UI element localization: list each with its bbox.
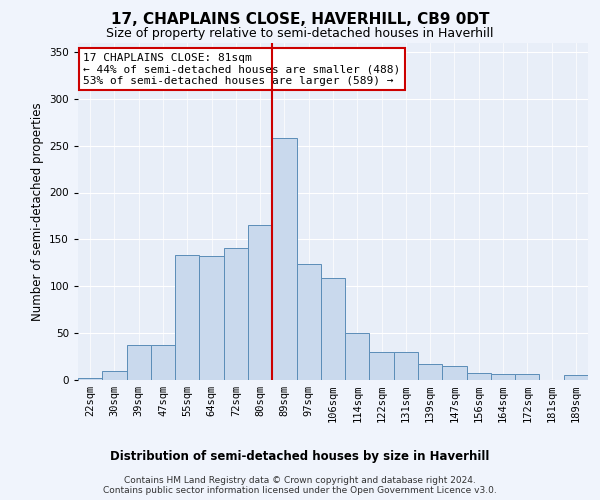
Bar [127,346,151,380]
Bar [296,264,321,380]
Bar [175,256,199,380]
Text: Distribution of semi-detached houses by size in Haverhill: Distribution of semi-detached houses by … [110,450,490,463]
Bar [394,352,418,380]
Bar [370,352,394,380]
Bar [199,256,224,380]
Bar [442,366,467,380]
Bar [248,226,272,380]
Text: Size of property relative to semi-detached houses in Haverhill: Size of property relative to semi-detach… [106,28,494,40]
Bar [272,138,296,380]
Text: 17 CHAPLAINS CLOSE: 81sqm
← 44% of semi-detached houses are smaller (488)
53% of: 17 CHAPLAINS CLOSE: 81sqm ← 44% of semi-… [83,52,400,86]
Bar [78,378,102,380]
Bar [467,374,491,380]
Bar [151,346,175,380]
Bar [345,333,370,380]
Text: 17, CHAPLAINS CLOSE, HAVERHILL, CB9 0DT: 17, CHAPLAINS CLOSE, HAVERHILL, CB9 0DT [111,12,489,28]
Bar [491,374,515,380]
Bar [321,278,345,380]
Bar [564,376,588,380]
Bar [418,364,442,380]
Y-axis label: Number of semi-detached properties: Number of semi-detached properties [31,102,44,320]
Bar [515,374,539,380]
Bar [102,370,127,380]
Bar [224,248,248,380]
Text: Contains HM Land Registry data © Crown copyright and database right 2024.
Contai: Contains HM Land Registry data © Crown c… [103,476,497,495]
